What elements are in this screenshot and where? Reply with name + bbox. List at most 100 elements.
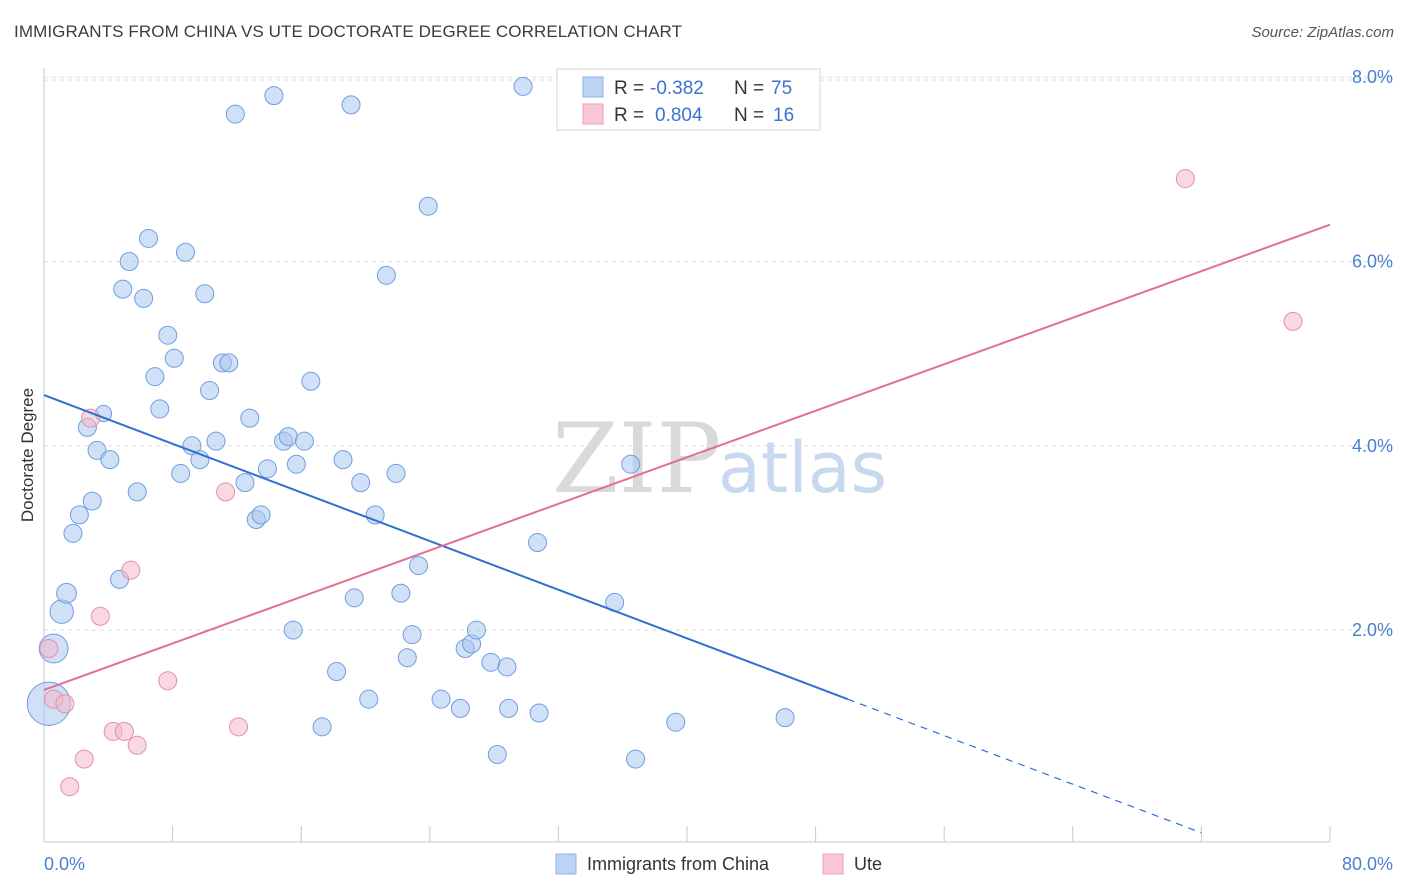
china-point-16 (138, 228, 158, 248)
china-point-46 (341, 95, 361, 115)
china-point-21 (171, 463, 191, 483)
series-legend: Immigrants from China Ute (555, 853, 882, 875)
y-tick-labels: 2.0% 4.0% 6.0% 8.0% (1352, 67, 1393, 640)
series-ute-points (39, 169, 1303, 797)
ute-point-15 (1283, 311, 1303, 331)
china-point-42 (301, 371, 321, 391)
china-n-value: 75 (771, 78, 792, 99)
x-tick-label-min: 0.0% (44, 854, 85, 874)
ute-n-label: N = (734, 105, 764, 126)
china-point-69 (529, 703, 549, 723)
china-point-13 (119, 252, 139, 271)
x-tick-label-max: 80.0% (1342, 854, 1393, 874)
china-point-56 (409, 556, 429, 576)
china-point-41 (294, 431, 314, 451)
china-point-57 (418, 196, 438, 216)
china-point-20 (164, 348, 184, 368)
china-point-12 (113, 279, 133, 299)
ute-n-value: 16 (773, 105, 794, 126)
china-point-48 (351, 473, 371, 493)
china-point-15 (134, 288, 154, 308)
y-tick-label-6: 6.0% (1352, 252, 1393, 272)
china-point-52 (386, 463, 406, 483)
china-r-label: R = (614, 78, 644, 99)
chart-title: IMMIGRANTS FROM CHINA VS UTE DOCTORATE D… (14, 22, 683, 41)
gridlines (44, 76, 1393, 631)
china-trend-extension (847, 698, 1202, 834)
china-r-value: -0.382 (650, 78, 704, 99)
china-point-39 (283, 620, 303, 640)
china-point-8 (87, 440, 107, 460)
china-series-swatch (555, 853, 577, 875)
china-point-18 (150, 399, 170, 419)
ute-series-swatch (822, 853, 844, 875)
china-point-17 (145, 367, 165, 387)
china-point-36 (264, 86, 284, 106)
china-point-72 (626, 749, 646, 769)
china-point-30 (225, 104, 245, 124)
y-tick-label-4: 4.0% (1352, 436, 1393, 456)
china-point-73 (666, 712, 686, 732)
china-point-47 (344, 588, 364, 608)
china-point-10 (100, 450, 120, 470)
china-point-51 (376, 265, 396, 285)
china-point-44 (327, 662, 347, 682)
china-point-74 (775, 708, 795, 728)
ute-point-13 (229, 717, 249, 737)
china-point-49 (359, 689, 379, 709)
china-point-14 (127, 482, 147, 502)
china-trend-line (43, 394, 849, 701)
ute-point-4 (74, 749, 94, 769)
y-tick-label-8: 8.0% (1352, 67, 1393, 87)
china-point-55 (402, 625, 422, 645)
china-point-25 (195, 284, 215, 304)
y-tick-label-2: 2.0% (1352, 620, 1393, 640)
china-point-35 (257, 459, 277, 479)
ute-point-9 (121, 560, 141, 580)
china-point-54 (397, 648, 417, 668)
china-point-32 (240, 408, 260, 428)
china-point-67 (513, 76, 533, 96)
watermark-atlas: atlas (718, 427, 887, 509)
china-point-66 (499, 698, 519, 718)
china-point-63 (481, 652, 501, 672)
ute-r-value: 0.804 (655, 105, 703, 126)
china-series-name: Immigrants from China (587, 854, 770, 874)
china-point-59 (450, 698, 470, 718)
ute-r-label: R = (614, 105, 644, 126)
ute-point-3 (60, 777, 80, 797)
china-point-31 (235, 473, 255, 493)
ute-legend-swatch (582, 103, 604, 125)
china-point-65 (497, 657, 517, 677)
y-axis-label: Doctorate Degree (18, 388, 37, 522)
china-point-45 (333, 450, 353, 470)
china-point-26 (200, 381, 220, 400)
china-point-40 (286, 454, 306, 474)
china-point-19 (158, 325, 178, 345)
china-point-64 (487, 744, 507, 764)
china-point-34 (251, 505, 271, 525)
ute-point-10 (127, 735, 147, 755)
china-point-3 (56, 582, 77, 604)
china-point-27 (206, 431, 226, 451)
ute-point-8 (114, 721, 134, 741)
china-point-4 (63, 523, 83, 543)
china-point-43 (312, 717, 332, 737)
ute-point-11 (158, 671, 178, 691)
china-point-5 (69, 505, 89, 525)
china-point-2 (49, 599, 74, 624)
china-point-68 (528, 533, 548, 553)
china-n-label: N = (734, 78, 764, 99)
china-point-38 (278, 427, 298, 447)
trend-lines (43, 223, 1331, 834)
ute-point-14 (1175, 169, 1195, 189)
ute-point-6 (90, 606, 110, 626)
source-attribution: Source: ZipAtlas.com (1251, 24, 1394, 41)
ute-point-12 (216, 482, 236, 502)
china-legend-swatch (582, 76, 604, 98)
china-point-22 (175, 242, 195, 262)
china-point-58 (431, 689, 451, 709)
stats-legend: R = -0.382 N = 75 R = 0.804 N = 16 (556, 68, 821, 131)
china-point-53 (391, 583, 411, 603)
